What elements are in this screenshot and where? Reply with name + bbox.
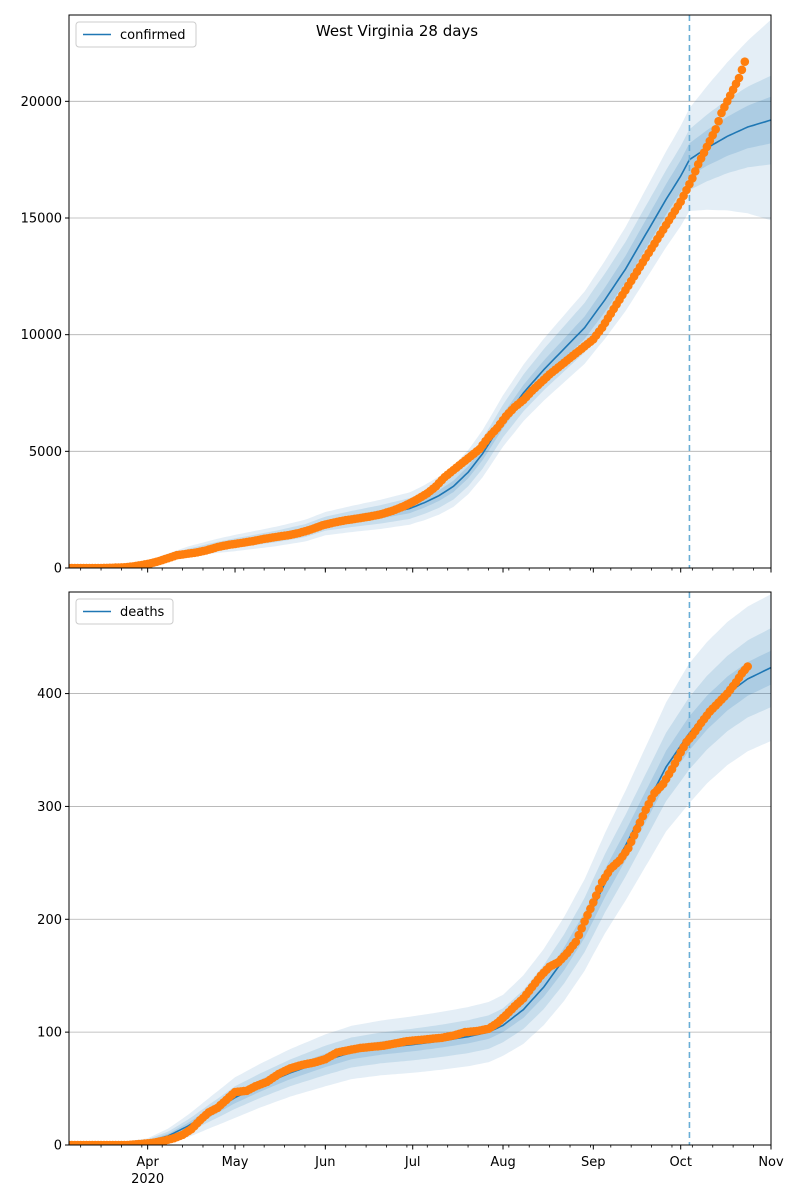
x-tick-sublabel: 2020: [131, 1172, 164, 1187]
observed-point: [635, 818, 645, 827]
observed-point: [589, 898, 598, 907]
y-tick-label: 0: [54, 1139, 62, 1154]
observed-point: [632, 824, 642, 834]
observed-point: [594, 884, 604, 894]
y-tick-label: 100: [37, 1026, 62, 1041]
band-outer: [69, 19, 771, 568]
plot-area: [69, 15, 771, 568]
legend-box: [75, 598, 174, 625]
plot-area: [69, 592, 771, 1145]
observed-point: [571, 937, 581, 947]
y-tick-label: 0: [54, 562, 62, 577]
observed-point: [624, 843, 633, 853]
observed-point: [734, 73, 744, 83]
band-outer: [69, 594, 771, 1145]
x-tick-label: Aug: [490, 1155, 515, 1170]
y-tick-label: 15000: [21, 212, 62, 227]
legend-box: [75, 21, 197, 48]
x-tick-label: Oct: [669, 1155, 691, 1170]
observed-point: [591, 891, 601, 900]
y-tick-label: 300: [37, 800, 62, 815]
x-tick-label: Jul: [404, 1155, 421, 1170]
x-tick-label: May: [222, 1155, 249, 1170]
deaths-panel: 0 100 200 300 400 Apr 2020 May Jun Jul Aug Sep Oct No…: [37, 591, 784, 1187]
y-tick-label: 200: [37, 913, 62, 928]
observed-point: [711, 125, 720, 134]
band-inner: [69, 96, 771, 568]
observed-point: [580, 917, 589, 926]
legend-label: deaths: [120, 605, 165, 620]
y-tick-label: 10000: [21, 328, 62, 343]
observed-point: [737, 65, 747, 75]
y-tick-label: 5000: [29, 445, 62, 460]
observed-point: [586, 904, 595, 914]
observed-point: [691, 167, 700, 176]
legend-label: confirmed: [120, 28, 186, 43]
observed-point: [629, 831, 639, 840]
observed-point: [638, 811, 648, 821]
observed-point: [740, 57, 750, 66]
axes-frame: [68, 591, 772, 1146]
x-tick-label: Sep: [581, 1155, 606, 1170]
x-tick-label: Nov: [758, 1155, 784, 1170]
y-tick-label: 20000: [21, 95, 62, 110]
observed-point: [574, 930, 584, 940]
y-tick-label: 400: [37, 687, 62, 702]
confirmed-panel: 0 5000 10000 15000 20000 confirmed: [21, 14, 772, 577]
observed-point: [626, 837, 636, 847]
observed-point: [688, 174, 697, 183]
observed-point: [714, 116, 723, 126]
band-inner: [69, 650, 771, 1145]
x-tick-label: Apr: [136, 1155, 159, 1170]
x-tick-label: Jun: [314, 1155, 335, 1170]
observed-point: [577, 924, 586, 933]
observed-point: [743, 662, 752, 671]
band-middle: [69, 75, 771, 568]
axes-frame: [68, 14, 772, 569]
figure-title: West Virginia 28 days: [316, 22, 478, 40]
